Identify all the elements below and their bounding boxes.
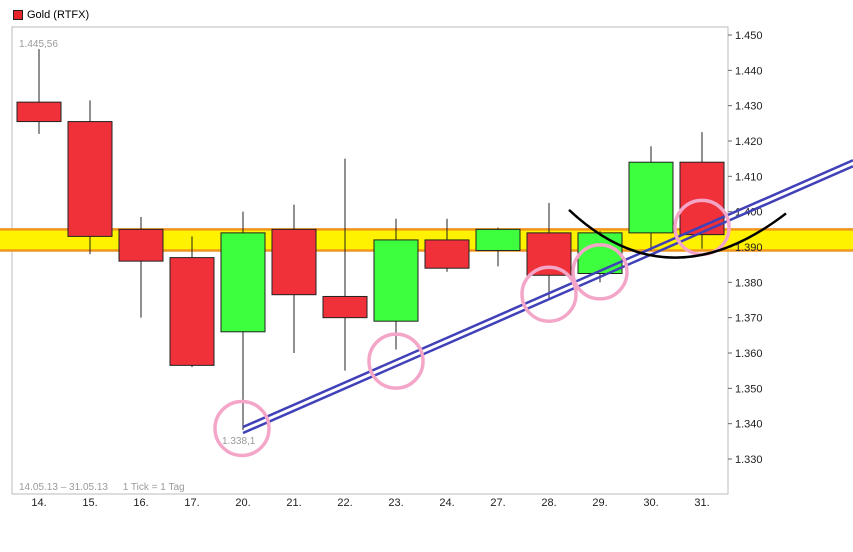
high-value-label: 1.445,56 bbox=[19, 39, 58, 50]
y-tick-label: 1.430 bbox=[735, 101, 763, 113]
candle-down bbox=[67, 121, 113, 237]
x-tick-label: 23. bbox=[388, 497, 403, 509]
trendline-lower bbox=[242, 165, 853, 435]
trendline-upper bbox=[242, 159, 853, 429]
date-range-label: 14.05.13 – 31.05.13 bbox=[19, 482, 108, 493]
x-tick-label: 20. bbox=[235, 497, 250, 509]
y-tick-label: 1.440 bbox=[735, 65, 763, 77]
tick-info-label: 1 Tick = 1 Tag bbox=[122, 482, 185, 493]
y-tick-label: 1.330 bbox=[735, 454, 763, 466]
y-tick-label: 1.350 bbox=[735, 383, 763, 395]
legend: Gold (RTFX) bbox=[13, 9, 89, 21]
x-tick-label: 24. bbox=[439, 497, 454, 509]
highlight-circle bbox=[213, 399, 271, 458]
x-tick-label: 14. bbox=[31, 497, 46, 509]
candle-down bbox=[322, 295, 368, 319]
x-tick-label: 31. bbox=[694, 497, 709, 509]
plot-frame bbox=[11, 26, 729, 495]
x-tick-label: 17. bbox=[184, 497, 199, 509]
candle-up bbox=[628, 161, 674, 234]
legend-swatch bbox=[13, 10, 23, 20]
y-tick-label: 1.410 bbox=[735, 171, 763, 183]
low-value-label: 1.338,1 bbox=[222, 436, 256, 447]
candle-up bbox=[373, 239, 419, 322]
highlight-circle bbox=[367, 332, 425, 390]
chart-footer: 14.05.13 – 31.05.13 1 Tick = 1 Tag bbox=[19, 482, 185, 493]
x-tick-label: 22. bbox=[337, 497, 352, 509]
x-tick-label: 15. bbox=[82, 497, 97, 509]
x-tick-label: 21. bbox=[286, 497, 301, 509]
highlight-circle bbox=[571, 243, 629, 301]
candle-down bbox=[118, 228, 164, 262]
y-tick-label: 1.450 bbox=[735, 30, 763, 42]
candle-down bbox=[271, 228, 317, 296]
candle-up bbox=[475, 228, 521, 252]
y-tick-label: 1.340 bbox=[735, 419, 763, 431]
y-tick-label: 1.390 bbox=[735, 242, 763, 254]
candle-down bbox=[679, 161, 725, 236]
x-tick-label: 16. bbox=[133, 497, 148, 509]
y-tick-label: 1.370 bbox=[735, 313, 763, 325]
candle-down bbox=[169, 257, 215, 366]
candle-down bbox=[424, 239, 470, 269]
y-tick-label: 1.420 bbox=[735, 136, 763, 148]
x-tick-label: 30. bbox=[643, 497, 658, 509]
y-tick-label: 1.380 bbox=[735, 277, 763, 289]
highlight-circle bbox=[520, 265, 578, 323]
x-tick-label: 27. bbox=[490, 497, 505, 509]
y-tick-label: 1.360 bbox=[735, 348, 763, 360]
legend-label: Gold (RTFX) bbox=[27, 9, 90, 21]
x-tick-label: 28. bbox=[541, 497, 556, 509]
x-tick-label: 29. bbox=[592, 497, 607, 509]
candle-down bbox=[16, 101, 62, 123]
candle-up bbox=[220, 232, 266, 333]
candle-up bbox=[577, 232, 623, 275]
rounding-bottom-curve bbox=[568, 208, 787, 259]
